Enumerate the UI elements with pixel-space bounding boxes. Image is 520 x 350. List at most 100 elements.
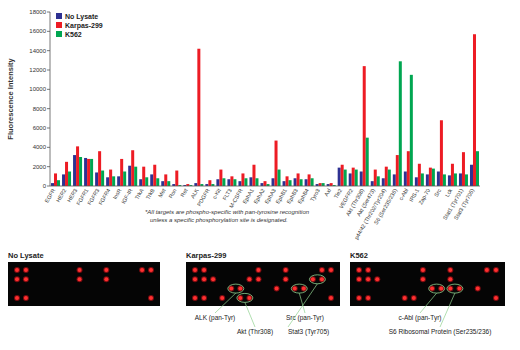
array-spot — [448, 287, 452, 291]
array-spot-glow — [411, 295, 417, 301]
array-spot-glow — [374, 276, 380, 282]
array-spot-glow — [447, 276, 453, 282]
leader-line — [215, 293, 236, 313]
x-tick-label: Met — [157, 187, 167, 198]
bar — [319, 183, 322, 186]
x-tick-label: Src — [433, 187, 442, 197]
x-tick-label: FGFR4 — [97, 188, 111, 207]
array-spot-glow — [274, 286, 280, 292]
bar — [255, 178, 258, 186]
y-tick-label: 12000 — [29, 67, 46, 73]
array-spot-glow — [484, 267, 490, 273]
bar — [388, 170, 391, 186]
array-spot-glow — [420, 276, 426, 282]
bar — [377, 176, 380, 186]
bar — [95, 172, 98, 186]
bar — [84, 158, 87, 186]
array-spot-glow — [201, 276, 207, 282]
y-tick-label: 10000 — [29, 86, 46, 92]
bar — [289, 180, 292, 186]
bar — [216, 179, 219, 186]
spot-label: S6 Ribosomal Protein (Ser235/236) — [389, 328, 492, 336]
array-spot — [357, 268, 361, 272]
bar — [161, 181, 164, 186]
array-spot-glow — [23, 276, 29, 282]
bar — [164, 174, 167, 186]
bar — [230, 176, 233, 186]
bar — [374, 170, 377, 186]
spot-highlight — [429, 284, 445, 293]
bar — [142, 167, 145, 186]
bar — [366, 138, 369, 186]
array-spot-glow — [365, 276, 371, 282]
array-spot — [293, 287, 297, 291]
x-tick-label: Zap-70 — [417, 188, 431, 206]
bar — [305, 179, 308, 186]
array-spot-glow — [356, 267, 362, 273]
y-tick — [47, 166, 50, 167]
array-spot — [193, 277, 197, 281]
x-tick-label: Ret — [179, 187, 189, 198]
y-axis-title: Fluorescence Intensity — [6, 58, 15, 140]
bar — [208, 180, 211, 186]
array-spot-glow — [328, 295, 334, 301]
bar — [440, 120, 443, 186]
bar — [222, 178, 225, 186]
array-panel — [350, 262, 505, 306]
array-spot — [24, 277, 28, 281]
array-spot-glow — [328, 267, 334, 273]
array-spot — [430, 287, 434, 291]
y-tick-label: 16000 — [29, 28, 46, 34]
footnote-line: *All targets are phospho-specific with p… — [145, 209, 310, 215]
y-tick-label: 0 — [43, 183, 47, 189]
spot-highlight — [291, 284, 307, 293]
array-spot — [366, 296, 370, 300]
array-spot — [329, 296, 333, 300]
bar — [73, 155, 76, 186]
y-tick — [47, 108, 50, 109]
bar — [437, 172, 440, 187]
spot-label: Src (pan-Tyr) — [286, 314, 324, 322]
array-spot — [202, 277, 206, 281]
y-tick — [47, 50, 50, 51]
x-tick-label: InsR — [112, 187, 123, 200]
array-spot — [220, 296, 224, 300]
bar — [330, 183, 333, 186]
array-spot — [193, 296, 197, 300]
array-spot-glow — [402, 295, 408, 301]
bar — [322, 183, 325, 186]
array-spot — [302, 287, 306, 291]
bar — [131, 150, 134, 186]
array-spot — [494, 296, 498, 300]
bar — [238, 181, 241, 186]
bar — [194, 183, 197, 186]
array-spot — [275, 287, 279, 291]
y-tick-label: 14000 — [29, 48, 46, 54]
bar — [360, 172, 363, 187]
array-spot-glow — [14, 276, 20, 282]
bar — [283, 181, 286, 186]
bar — [421, 173, 424, 186]
bar — [79, 157, 82, 186]
array-spot — [485, 268, 489, 272]
bar — [465, 174, 468, 186]
x-tick-label: S6 (Ser235/236) — [373, 187, 398, 225]
array-spot — [140, 268, 144, 272]
array-spot — [476, 287, 480, 291]
array-spot-glow — [103, 267, 109, 273]
array-spot-glow — [192, 267, 198, 273]
x-tick-label: Lck — [444, 187, 454, 198]
bar — [76, 146, 79, 186]
x-tick-label: EphB4 — [297, 188, 310, 205]
bar — [51, 183, 54, 186]
array-spot — [329, 268, 333, 272]
array-spot — [421, 277, 425, 281]
array-spot — [104, 277, 108, 281]
x-tick-label: Tyro3 — [309, 188, 321, 203]
bar — [65, 162, 68, 186]
bar — [98, 151, 101, 186]
array-spot — [412, 296, 416, 300]
array-title: K562 — [350, 251, 368, 260]
array-spot — [238, 296, 242, 300]
bar — [54, 173, 57, 186]
